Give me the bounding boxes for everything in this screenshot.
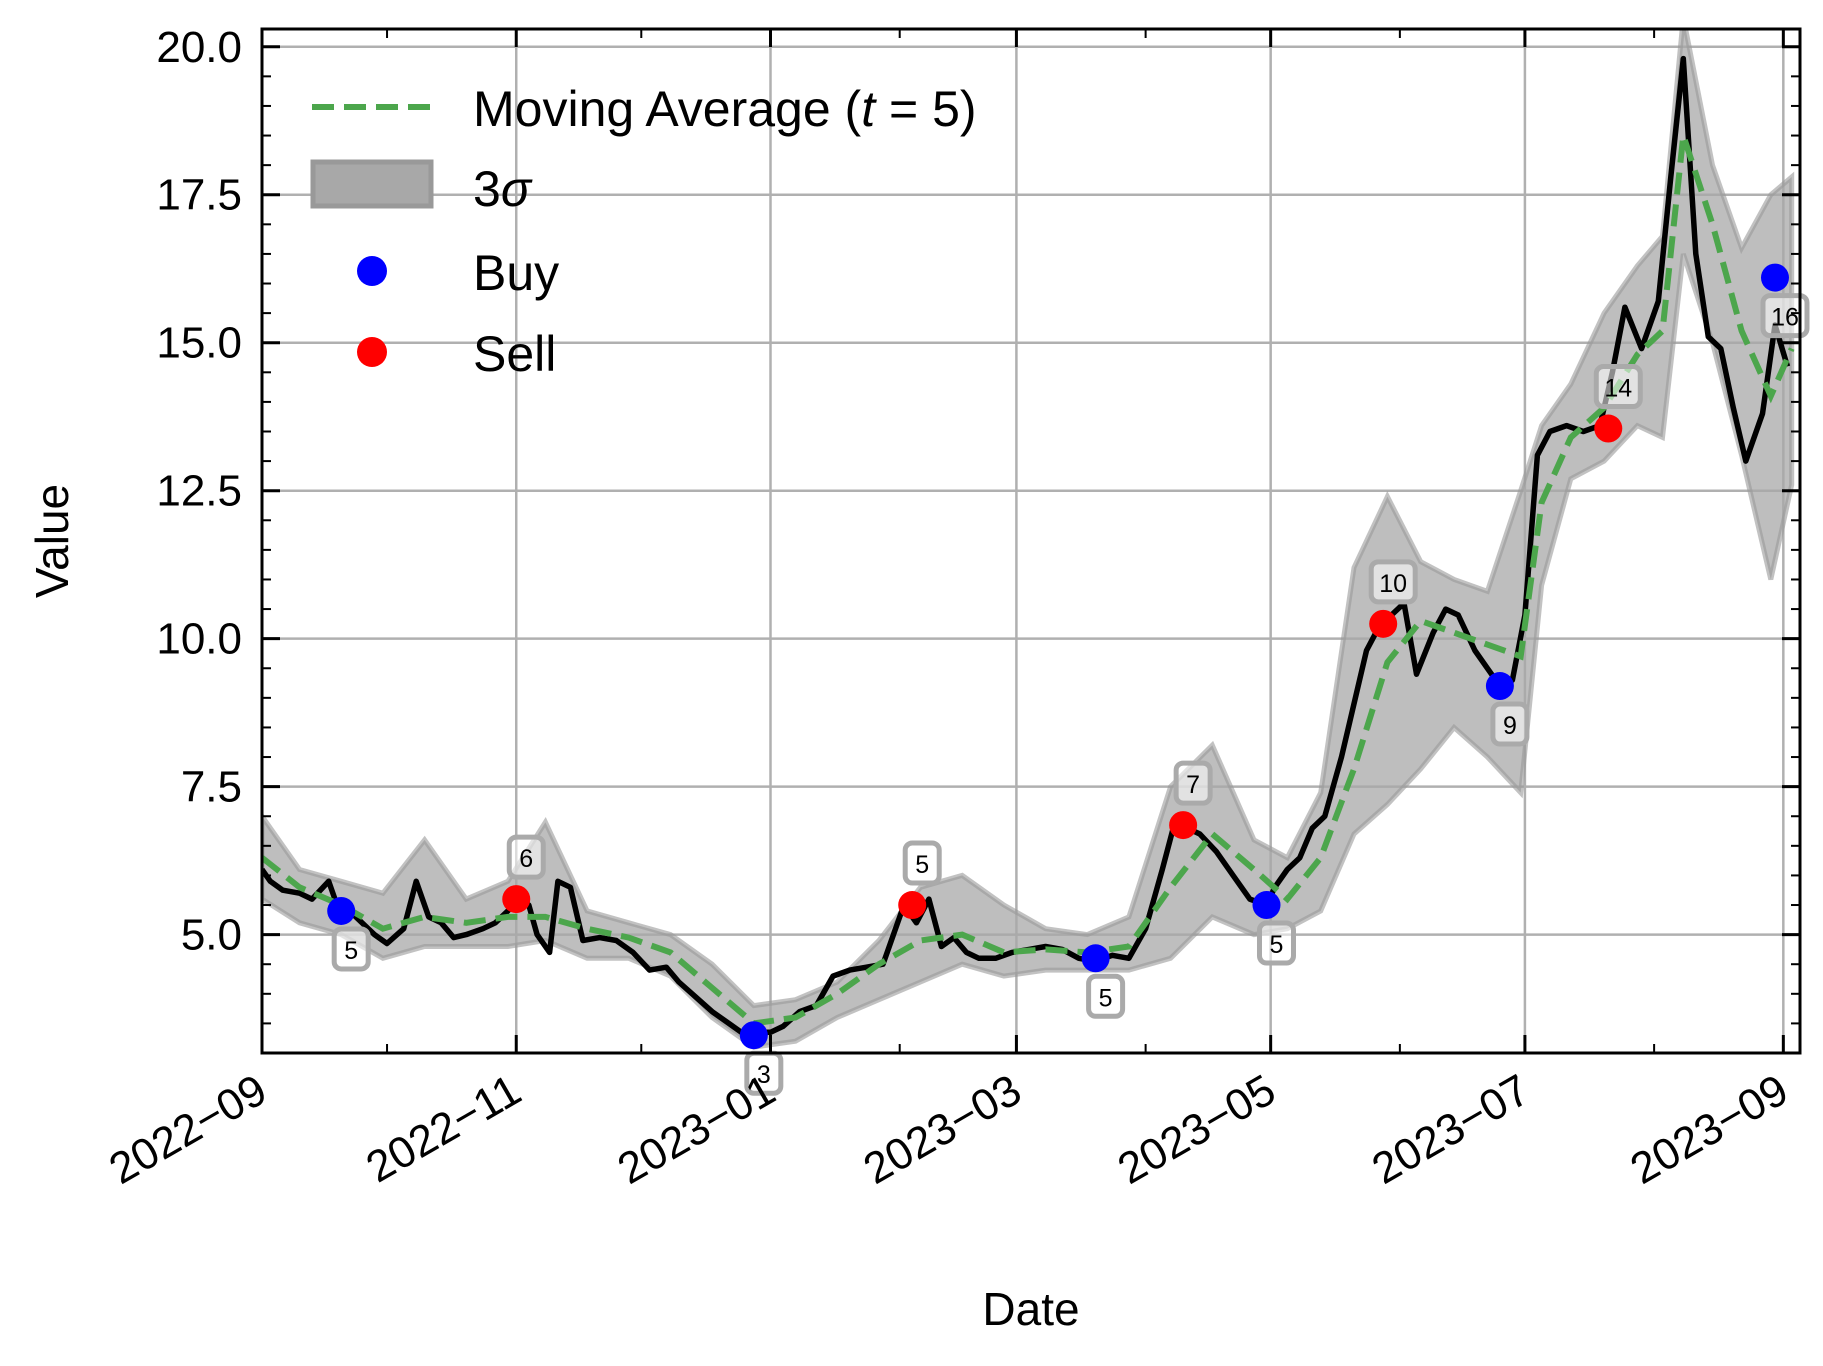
- buy-label: 9: [1503, 712, 1517, 740]
- buy-label-box: [331, 926, 371, 972]
- sell-signal: 5: [898, 840, 942, 920]
- sell-label-box: [506, 834, 546, 880]
- signal-points-layer: 5 3 5 5 9 16 6 5 7 10 14: [327, 263, 1810, 1096]
- buy-label-box: [1086, 973, 1126, 1019]
- tick-marks: [260, 29, 1800, 1054]
- sell-marker: [1169, 811, 1198, 840]
- x-tick-label: 2022−09: [101, 1065, 275, 1194]
- legend-entry: Moving Average (t = 5): [312, 81, 977, 137]
- y-tick-label: 7.5: [181, 763, 242, 812]
- sell-marker: [1594, 414, 1623, 443]
- axes-frame: [260, 27, 1802, 1055]
- sell-marker: [502, 885, 531, 914]
- sell-marker: [898, 891, 927, 920]
- legend-label: Moving Average (t = 5): [473, 81, 977, 137]
- legend-marker-swatch: [357, 337, 387, 367]
- sell-label: 5: [915, 851, 929, 879]
- buy-label-box: [1490, 701, 1530, 747]
- y-axis-title: Value: [26, 484, 78, 598]
- buy-signal: 3: [739, 1021, 784, 1096]
- legend-label: Buy: [473, 245, 559, 301]
- buy-signal: 5: [1252, 891, 1296, 966]
- buy-marker: [327, 896, 356, 925]
- x-axis-title: Date: [982, 1283, 1079, 1335]
- buy-marker: [739, 1021, 768, 1050]
- buy-label: 3: [757, 1061, 771, 1089]
- x-tick-label: 2023−03: [855, 1065, 1029, 1194]
- sell-label-box: [1173, 760, 1213, 806]
- legend-entry: 3σ: [310, 159, 533, 217]
- sell-signal: 6: [502, 834, 546, 914]
- sell-label: 6: [519, 845, 533, 873]
- buy-marker: [1081, 944, 1110, 973]
- legend-label: 3σ: [473, 161, 533, 217]
- buy-label-box: [1256, 920, 1296, 966]
- sell-signal: 14: [1593, 364, 1643, 443]
- buy-label: 5: [1099, 984, 1113, 1012]
- buy-marker: [1252, 891, 1281, 920]
- x-tick-label: 2023−09: [1622, 1065, 1796, 1194]
- x-tick-label: 2023−05: [1110, 1065, 1284, 1194]
- legend-band-swatch: [310, 159, 434, 209]
- buy-label: 5: [344, 937, 358, 965]
- legend-entry: Buy: [357, 245, 559, 301]
- legend-entry: Sell: [357, 326, 556, 382]
- buy-signal: 9: [1485, 672, 1530, 747]
- sell-label-box: [902, 840, 942, 886]
- sell-label: 7: [1186, 771, 1200, 799]
- sell-label: 10: [1379, 570, 1407, 598]
- y-tick-label: 20.0: [156, 23, 242, 72]
- sell-label-box: [1368, 559, 1418, 605]
- sell-signal: 10: [1368, 559, 1418, 638]
- sell-label: 14: [1604, 375, 1632, 403]
- y-tick-label: 12.5: [156, 467, 242, 516]
- legend-marker-swatch: [357, 256, 387, 286]
- buy-marker: [1760, 263, 1789, 292]
- y-tick-label: 17.5: [156, 171, 242, 220]
- x-tick-label: 2023−07: [1364, 1065, 1538, 1194]
- buy-label: 5: [1270, 931, 1284, 959]
- buy-signal: 5: [327, 896, 371, 972]
- legend-label: Sell: [473, 326, 556, 382]
- buy-label-box: [1760, 293, 1810, 339]
- buy-signal: 16: [1760, 263, 1810, 339]
- x-tick-label: 2023−01: [610, 1065, 784, 1194]
- buy-marker: [1485, 672, 1514, 701]
- legend: Moving Average (t = 5) 3σ Buy Sell: [310, 81, 977, 382]
- x-tick-label: 2022−11: [358, 1065, 529, 1192]
- sell-signal: 7: [1169, 760, 1213, 840]
- y-tick-label: 15.0: [156, 319, 242, 368]
- sell-marker: [1369, 609, 1398, 638]
- plot-frame: [260, 27, 1802, 1055]
- buy-label: 16: [1771, 304, 1799, 332]
- sell-label-box: [1593, 364, 1643, 410]
- y-tick-label: 5.0: [181, 911, 242, 960]
- y-tick-label: 10.0: [156, 615, 242, 664]
- buy-signal: 5: [1081, 944, 1126, 1019]
